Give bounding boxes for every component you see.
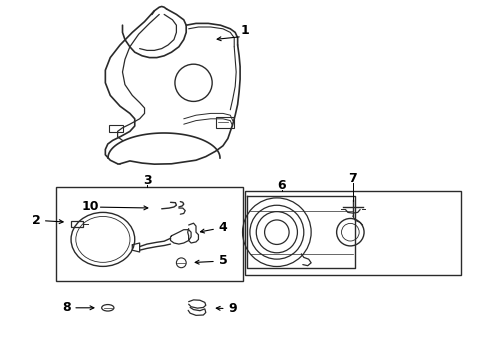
Text: 3: 3 [143,174,151,186]
Text: 2: 2 [32,214,41,227]
Text: 9: 9 [228,302,237,315]
Text: 4: 4 [219,221,227,234]
Bar [71,221,83,227]
Text: 1: 1 [241,24,249,37]
Text: 6: 6 [277,179,286,192]
Bar [245,191,461,275]
Text: 7: 7 [348,172,357,185]
Bar [216,117,234,128]
Bar [109,125,123,132]
Text: 5: 5 [219,255,227,267]
Text: 10: 10 [82,201,99,213]
Text: 8: 8 [62,301,71,314]
Bar [56,187,243,281]
